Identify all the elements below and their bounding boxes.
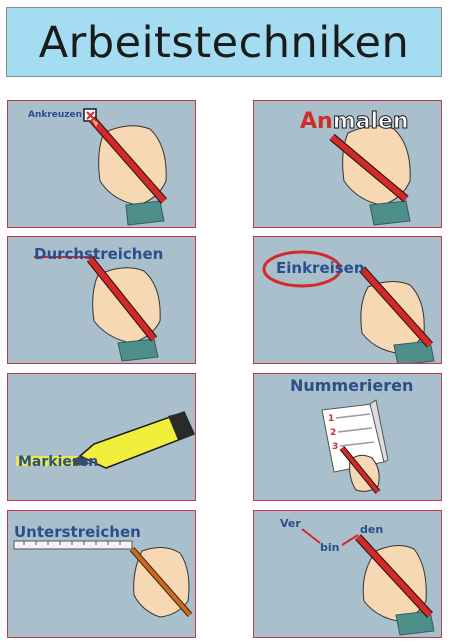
card-verbinden: Ver bin den xyxy=(253,510,442,638)
card-markieren: Markieren xyxy=(7,373,196,501)
hand-pencil-illustration xyxy=(34,256,161,362)
card-ankreuzen: Ankreuzen xyxy=(7,100,196,228)
title-banner: Arbeitstechniken xyxy=(6,7,442,77)
syllable-ver: Ver xyxy=(280,517,301,530)
hand-pencil-ruler-illustration xyxy=(13,540,193,618)
list-number: 2 xyxy=(330,428,336,438)
highlighter-illustration xyxy=(16,411,195,469)
list-number: 1 xyxy=(328,414,334,424)
card-label: Markieren xyxy=(18,454,99,470)
list-number: 3 xyxy=(332,442,338,452)
card-durchstreichen: Durchstreichen xyxy=(7,236,196,364)
syllable-bin: bin xyxy=(320,541,340,554)
card-label: Nummerieren xyxy=(290,376,414,395)
card-anmalen: Anmalen xyxy=(253,100,442,228)
card-label: Unterstreichen xyxy=(14,523,141,541)
syllable-den: den xyxy=(360,523,384,536)
card-einkreisen: Einkreisen xyxy=(253,236,442,364)
hand-pencil-illustration xyxy=(262,250,435,363)
card-unterstreichen: Unterstreichen xyxy=(7,510,196,638)
card-nummerieren: 1 2 3 Nummerieren xyxy=(253,373,442,501)
card-label: Anmalen xyxy=(300,109,409,135)
card-label: Durchstreichen xyxy=(34,245,164,263)
hand-pencil-illustration xyxy=(329,125,411,226)
numbered-list-illustration: 1 2 3 xyxy=(321,399,389,494)
hand-pencil-illustration xyxy=(301,528,435,636)
card-label: Einkreisen xyxy=(276,259,365,277)
label-outlined-part: malen xyxy=(332,109,409,135)
label-colored-part: An xyxy=(300,109,333,134)
page-title: Arbeitstechniken xyxy=(38,18,410,68)
card-label: Ankreuzen xyxy=(28,110,83,120)
hand-pencil-illustration xyxy=(83,108,168,226)
